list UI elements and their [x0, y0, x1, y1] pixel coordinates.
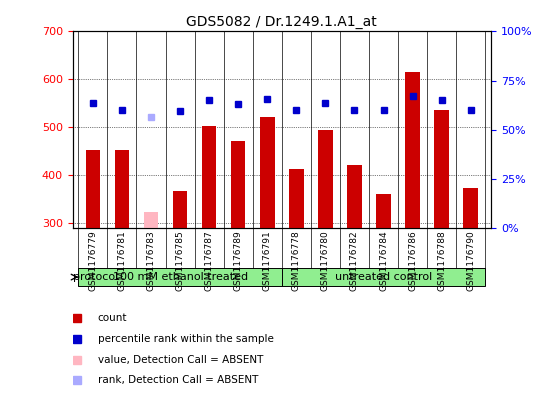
Text: GSM1176782: GSM1176782 [350, 230, 359, 291]
Text: GSM1176781: GSM1176781 [117, 230, 127, 291]
Text: percentile rank within the sample: percentile rank within the sample [98, 334, 273, 344]
Text: GSM1176790: GSM1176790 [466, 230, 475, 291]
Bar [405, 72, 420, 228]
Bar [434, 110, 449, 228]
Bar [202, 126, 217, 228]
Text: value, Detection Call = ABSENT: value, Detection Call = ABSENT [98, 354, 263, 365]
Text: GSM1176779: GSM1176779 [88, 230, 98, 291]
Text: GSM1176785: GSM1176785 [176, 230, 185, 291]
Bar [173, 191, 187, 228]
Bar [318, 130, 333, 228]
Text: GSM1176791: GSM1176791 [263, 230, 272, 291]
Text: rank, Detection Call = ABSENT: rank, Detection Call = ABSENT [98, 375, 258, 386]
Bar [144, 212, 158, 228]
Text: GSM1176778: GSM1176778 [292, 230, 301, 291]
Bar [115, 150, 129, 228]
Bar [464, 188, 478, 228]
Bar [260, 117, 275, 228]
Bar [347, 165, 362, 228]
Text: protocol: protocol [73, 272, 118, 282]
FancyBboxPatch shape [282, 268, 485, 286]
Text: GSM1176783: GSM1176783 [147, 230, 156, 291]
Text: GSM1176789: GSM1176789 [234, 230, 243, 291]
Text: 100 mM ethanol treated: 100 mM ethanol treated [113, 272, 248, 282]
Text: GSM1176780: GSM1176780 [321, 230, 330, 291]
Text: GSM1176788: GSM1176788 [437, 230, 446, 291]
Text: GSM1176784: GSM1176784 [379, 230, 388, 291]
Text: untreated control: untreated control [335, 272, 432, 282]
Text: GSM1176787: GSM1176787 [205, 230, 214, 291]
FancyBboxPatch shape [78, 268, 282, 286]
Title: GDS5082 / Dr.1249.1.A1_at: GDS5082 / Dr.1249.1.A1_at [186, 15, 377, 29]
Bar [376, 195, 391, 228]
Text: GSM1176786: GSM1176786 [408, 230, 417, 291]
Bar [231, 141, 246, 228]
Bar [85, 150, 100, 228]
Text: count: count [98, 313, 127, 323]
Bar [289, 169, 304, 228]
